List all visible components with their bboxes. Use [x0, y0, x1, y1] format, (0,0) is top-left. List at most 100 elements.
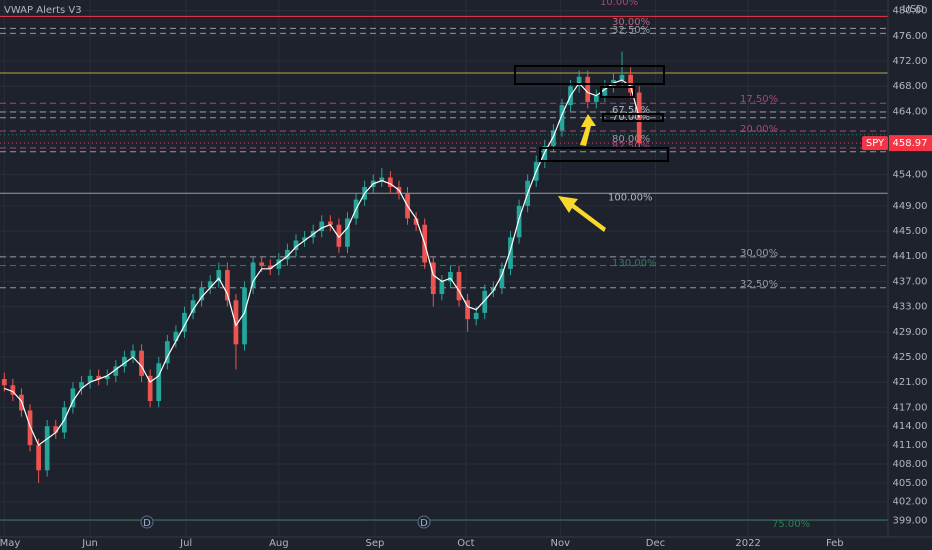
level-label: 82.50%	[612, 141, 650, 152]
candle-body	[345, 218, 350, 247]
event-marker	[417, 515, 431, 529]
event-label: D	[420, 518, 428, 529]
candle-body	[559, 105, 565, 131]
x-tick-label: Feb	[826, 538, 844, 549]
candle-body	[473, 312, 479, 320]
axis-bg	[888, 0, 932, 550]
candle-body	[379, 177, 385, 181]
y-tick-label: 405.00	[893, 478, 928, 489]
candle-body	[276, 259, 282, 269]
level-label: 67.50%	[612, 105, 650, 116]
arrow	[580, 114, 596, 146]
x-tick-label: Sep	[366, 538, 385, 549]
level-label: 30.00%	[612, 17, 650, 28]
level-label: 100.00%	[608, 193, 653, 204]
candle-body	[199, 287, 204, 301]
candle-body	[130, 350, 136, 357]
candle-body	[508, 237, 513, 269]
candle-body	[430, 262, 436, 294]
candle-body	[285, 249, 290, 260]
symbol-tag	[862, 136, 888, 151]
candle-body	[216, 270, 222, 282]
price-label: 458.97	[893, 138, 928, 149]
x-tick-label: Oct	[457, 538, 474, 549]
candle-body	[70, 388, 76, 408]
candle-body	[27, 410, 33, 446]
candle-body	[602, 86, 608, 96]
candle-body	[53, 426, 59, 433]
candle-body	[139, 350, 144, 376]
y-tick-label: 429.00	[893, 327, 928, 338]
candle-body	[207, 281, 213, 288]
y-tick-label: 480.00	[893, 6, 928, 17]
x-tick-label: Dec	[646, 538, 665, 549]
box	[600, 86, 635, 98]
level-label: 70.00%	[612, 112, 650, 123]
candle-body	[79, 382, 84, 389]
candle-body	[87, 375, 93, 383]
candle-body	[233, 300, 239, 345]
x-tick-label: Aug	[269, 538, 289, 549]
y-tick-label: 441.00	[893, 251, 928, 262]
candle-body	[156, 363, 162, 402]
y-tick-label: 408.00	[893, 459, 928, 470]
candle-body	[636, 92, 642, 144]
symbol-label: SPY	[866, 138, 885, 149]
level-label: 80.00%	[612, 134, 650, 145]
box	[602, 113, 664, 122]
box	[514, 65, 665, 85]
candle-body	[250, 262, 256, 288]
candle-body	[576, 76, 582, 87]
y-tick-label: 472.00	[893, 56, 928, 67]
candle-body	[147, 375, 153, 402]
level-label: 17.50%	[740, 94, 778, 105]
level-label: 32.50%	[740, 279, 778, 290]
candle-body	[36, 445, 41, 471]
y-tick-label: 433.00	[893, 302, 928, 313]
candle-body	[465, 300, 470, 320]
candle-body	[259, 262, 265, 266]
y-tick-label: 402.00	[893, 497, 928, 508]
candle-body	[490, 287, 496, 291]
y-tick-label: 468.00	[893, 81, 928, 92]
y-tick-label: 454.00	[893, 169, 928, 180]
candle-body	[516, 205, 522, 238]
candle-body	[585, 76, 591, 102]
arrows	[558, 114, 606, 232]
y-tick-label: 425.00	[893, 352, 928, 363]
candle-body	[173, 331, 179, 342]
candle-body	[482, 290, 488, 313]
y-tick-label: 449.00	[893, 201, 928, 212]
y-tick-label: 445.00	[893, 226, 928, 237]
candle-body	[44, 426, 50, 471]
candle-body	[122, 356, 127, 367]
y-tick-label: 476.00	[893, 31, 928, 42]
y-tick-label: 464.00	[893, 106, 928, 117]
vwap-line	[4, 79, 640, 447]
indicator-title: VWAP Alerts V3	[4, 5, 82, 16]
x-tick-label: 2022	[735, 538, 760, 549]
y-tick-label: 417.00	[893, 402, 928, 413]
price-tag	[889, 135, 932, 152]
candle-body	[336, 224, 342, 247]
arrow	[558, 196, 606, 232]
candle-body	[190, 300, 196, 313]
event-marker	[140, 515, 154, 529]
candle-body	[1, 378, 7, 386]
candle-body	[267, 265, 273, 269]
y-tick-label: 411.00	[893, 440, 928, 451]
candle-body	[10, 385, 16, 395]
y-tick-label: 437.00	[893, 276, 928, 287]
box	[539, 147, 669, 162]
y-tick-label: 421.00	[893, 377, 928, 388]
candle-body	[104, 375, 110, 379]
level-label: 32.50%	[612, 25, 650, 36]
candle-body	[225, 270, 230, 301]
candle-body	[448, 271, 453, 282]
candle-body	[96, 375, 102, 379]
candle-body	[327, 221, 333, 225]
drawings	[514, 65, 669, 162]
candle-body	[456, 271, 462, 301]
